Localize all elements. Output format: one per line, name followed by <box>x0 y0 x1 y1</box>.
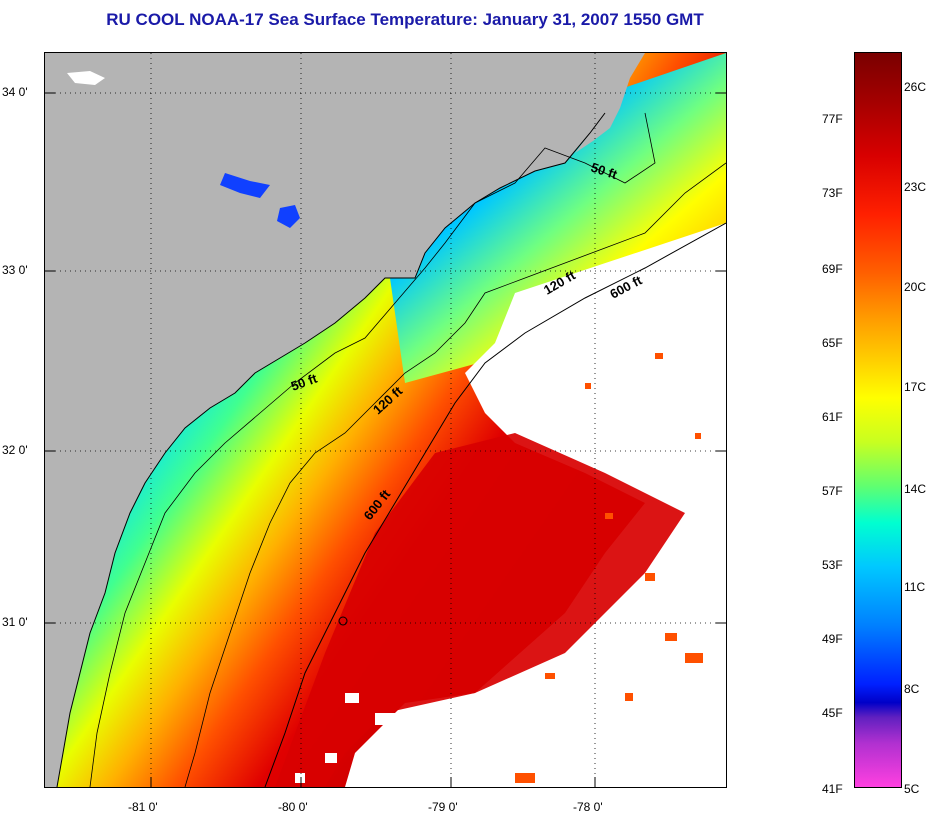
colorbar-f-65: 65F <box>822 336 843 350</box>
colorbar-c-5: 5C <box>904 782 920 796</box>
axis-ticks <box>45 92 726 787</box>
colorbar-c-14: 14C <box>904 482 927 496</box>
lake-moultrie <box>277 205 300 228</box>
lon-label-81: -81 0' <box>128 800 158 814</box>
contour-600ft <box>264 222 726 787</box>
land-mass <box>45 53 615 787</box>
colorbar-f-61: 61F <box>822 410 843 424</box>
lat-label-31: 31 0' <box>2 615 28 629</box>
gulf-stream-core <box>275 433 685 787</box>
lat-label-33: 33 0' <box>2 263 28 277</box>
colorbar-f-53: 53F <box>822 558 843 572</box>
cloud-mask <box>345 223 726 787</box>
colorbar-c-8: 8C <box>904 682 920 696</box>
map-title: RU COOL NOAA-17 Sea Surface Temperature:… <box>106 10 704 29</box>
land-cape <box>575 53 645 153</box>
station-marker[interactable] <box>338 616 348 626</box>
temperature-colorbar <box>854 52 902 788</box>
lon-label-78: -78 0' <box>573 800 603 814</box>
cloud-speckles <box>295 693 477 783</box>
colorbar-f-45: 45F <box>822 706 843 720</box>
colorbar-c-17: 17C <box>904 380 927 394</box>
colorbar-f-49: 49F <box>822 632 843 646</box>
colorbar-f-41: 41F <box>822 782 843 796</box>
lon-label-79: -79 0' <box>428 800 458 814</box>
colorbar-c-11: 11C <box>904 580 926 594</box>
inland-cloud <box>67 71 105 85</box>
graticule <box>45 53 726 787</box>
lon-label-80: -80 0' <box>278 800 308 814</box>
lake-marion <box>220 173 270 198</box>
warm-speckles <box>515 353 703 783</box>
colorbar-c-26: 26C <box>904 80 927 94</box>
colorbar-c-23: 23C <box>904 180 927 194</box>
sst-map[interactable]: 50 ft 50 ft 120 ft 120 ft 600 ft 600 ft <box>44 52 727 788</box>
coastline <box>56 112 606 787</box>
lat-label-32: 32 0' <box>2 443 28 457</box>
sst-map-canvas: 50 ft 50 ft 120 ft 120 ft 600 ft 600 ft <box>45 53 726 787</box>
colorbar-f-57: 57F <box>822 484 843 498</box>
contour-50ft <box>89 112 656 787</box>
colorbar-f-77: 77F <box>822 112 843 126</box>
colorbar-f-73: 73F <box>822 186 843 200</box>
colorbar-c-20: 20C <box>904 280 927 294</box>
colorbar-f-69: 69F <box>822 262 843 276</box>
lat-label-34: 34 0' <box>2 85 28 99</box>
contour-120ft <box>184 162 726 787</box>
